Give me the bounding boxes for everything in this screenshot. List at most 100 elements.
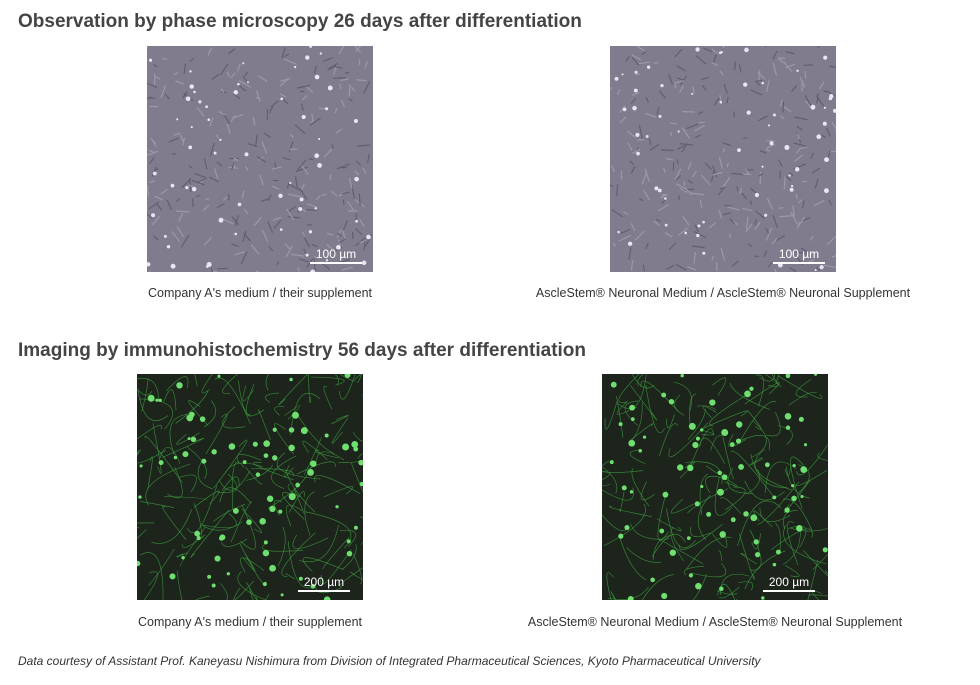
cell xyxy=(314,74,320,80)
texture xyxy=(779,170,782,179)
neurite xyxy=(738,533,755,580)
texture xyxy=(693,230,707,239)
neurite xyxy=(626,547,661,563)
neurite xyxy=(323,486,354,498)
texture xyxy=(156,203,163,211)
texture xyxy=(355,228,363,236)
texture xyxy=(209,117,214,127)
cell xyxy=(823,106,827,109)
neurite xyxy=(303,437,322,476)
neurite xyxy=(271,455,297,489)
texture xyxy=(152,140,157,144)
neurite xyxy=(162,437,205,458)
neurite xyxy=(339,567,363,587)
texture xyxy=(799,76,806,88)
cell xyxy=(617,230,620,234)
neurite xyxy=(686,536,732,570)
cell xyxy=(684,231,688,235)
soma xyxy=(738,464,744,470)
scale-bar xyxy=(310,262,362,264)
neurite xyxy=(144,435,183,483)
cell xyxy=(788,174,791,177)
texture xyxy=(790,85,798,93)
texture xyxy=(823,264,836,269)
neurite xyxy=(163,496,207,501)
cell xyxy=(335,245,341,250)
texture xyxy=(321,193,327,197)
caption: AscleStem® Neuronal Medium / AscleStem® … xyxy=(527,615,903,629)
soma xyxy=(735,438,742,444)
texture xyxy=(631,57,640,66)
texture xyxy=(743,137,748,140)
neurite xyxy=(342,544,357,570)
texture xyxy=(338,238,346,244)
texture xyxy=(665,157,673,161)
neurite xyxy=(670,526,684,562)
cell xyxy=(697,224,701,228)
texture xyxy=(713,97,720,106)
neurite xyxy=(213,439,248,489)
soma xyxy=(700,428,704,432)
neurite xyxy=(176,432,200,445)
neurite xyxy=(141,378,149,412)
neurite xyxy=(339,529,357,547)
neurite xyxy=(784,565,800,577)
texture xyxy=(684,187,693,196)
neurite xyxy=(145,463,191,506)
soma xyxy=(199,416,206,422)
texture xyxy=(668,73,674,85)
neurite xyxy=(709,394,747,427)
neurite xyxy=(193,503,203,539)
texture xyxy=(631,54,642,61)
soma xyxy=(269,564,276,572)
cell xyxy=(237,82,240,86)
neurite xyxy=(245,464,273,481)
neurite xyxy=(152,423,162,474)
texture xyxy=(758,173,764,177)
neurite xyxy=(352,393,363,442)
neurite xyxy=(652,534,671,560)
texture xyxy=(694,134,701,139)
neurite xyxy=(602,471,611,481)
micrograph: 200 µm xyxy=(602,374,828,600)
cell xyxy=(718,51,722,55)
neurite xyxy=(242,554,256,572)
texture xyxy=(256,155,267,163)
cell xyxy=(677,130,680,133)
soma xyxy=(659,528,665,534)
texture xyxy=(180,235,190,248)
texture xyxy=(176,198,181,202)
cell xyxy=(621,73,624,76)
soma xyxy=(295,482,300,488)
texture xyxy=(782,101,785,113)
neurite xyxy=(750,454,788,488)
texture xyxy=(736,185,739,192)
texture xyxy=(796,148,801,154)
soma xyxy=(278,509,283,514)
texture xyxy=(342,220,348,232)
soma xyxy=(346,550,353,557)
texture xyxy=(284,243,292,251)
texture xyxy=(295,176,298,190)
texture xyxy=(708,222,716,229)
texture xyxy=(268,246,274,252)
texture xyxy=(814,178,819,189)
texture xyxy=(279,93,286,98)
texture xyxy=(610,184,614,188)
texture xyxy=(776,234,786,242)
texture xyxy=(208,176,219,183)
soma xyxy=(137,560,141,567)
texture xyxy=(290,253,304,257)
texture xyxy=(147,46,149,49)
cell xyxy=(308,230,313,234)
texture xyxy=(722,148,725,153)
texture xyxy=(618,234,632,242)
cell xyxy=(695,47,700,52)
texture xyxy=(302,232,306,237)
texture xyxy=(155,76,161,80)
neurite xyxy=(221,538,248,547)
texture xyxy=(309,117,321,126)
soma xyxy=(662,491,669,498)
soma xyxy=(217,374,221,378)
